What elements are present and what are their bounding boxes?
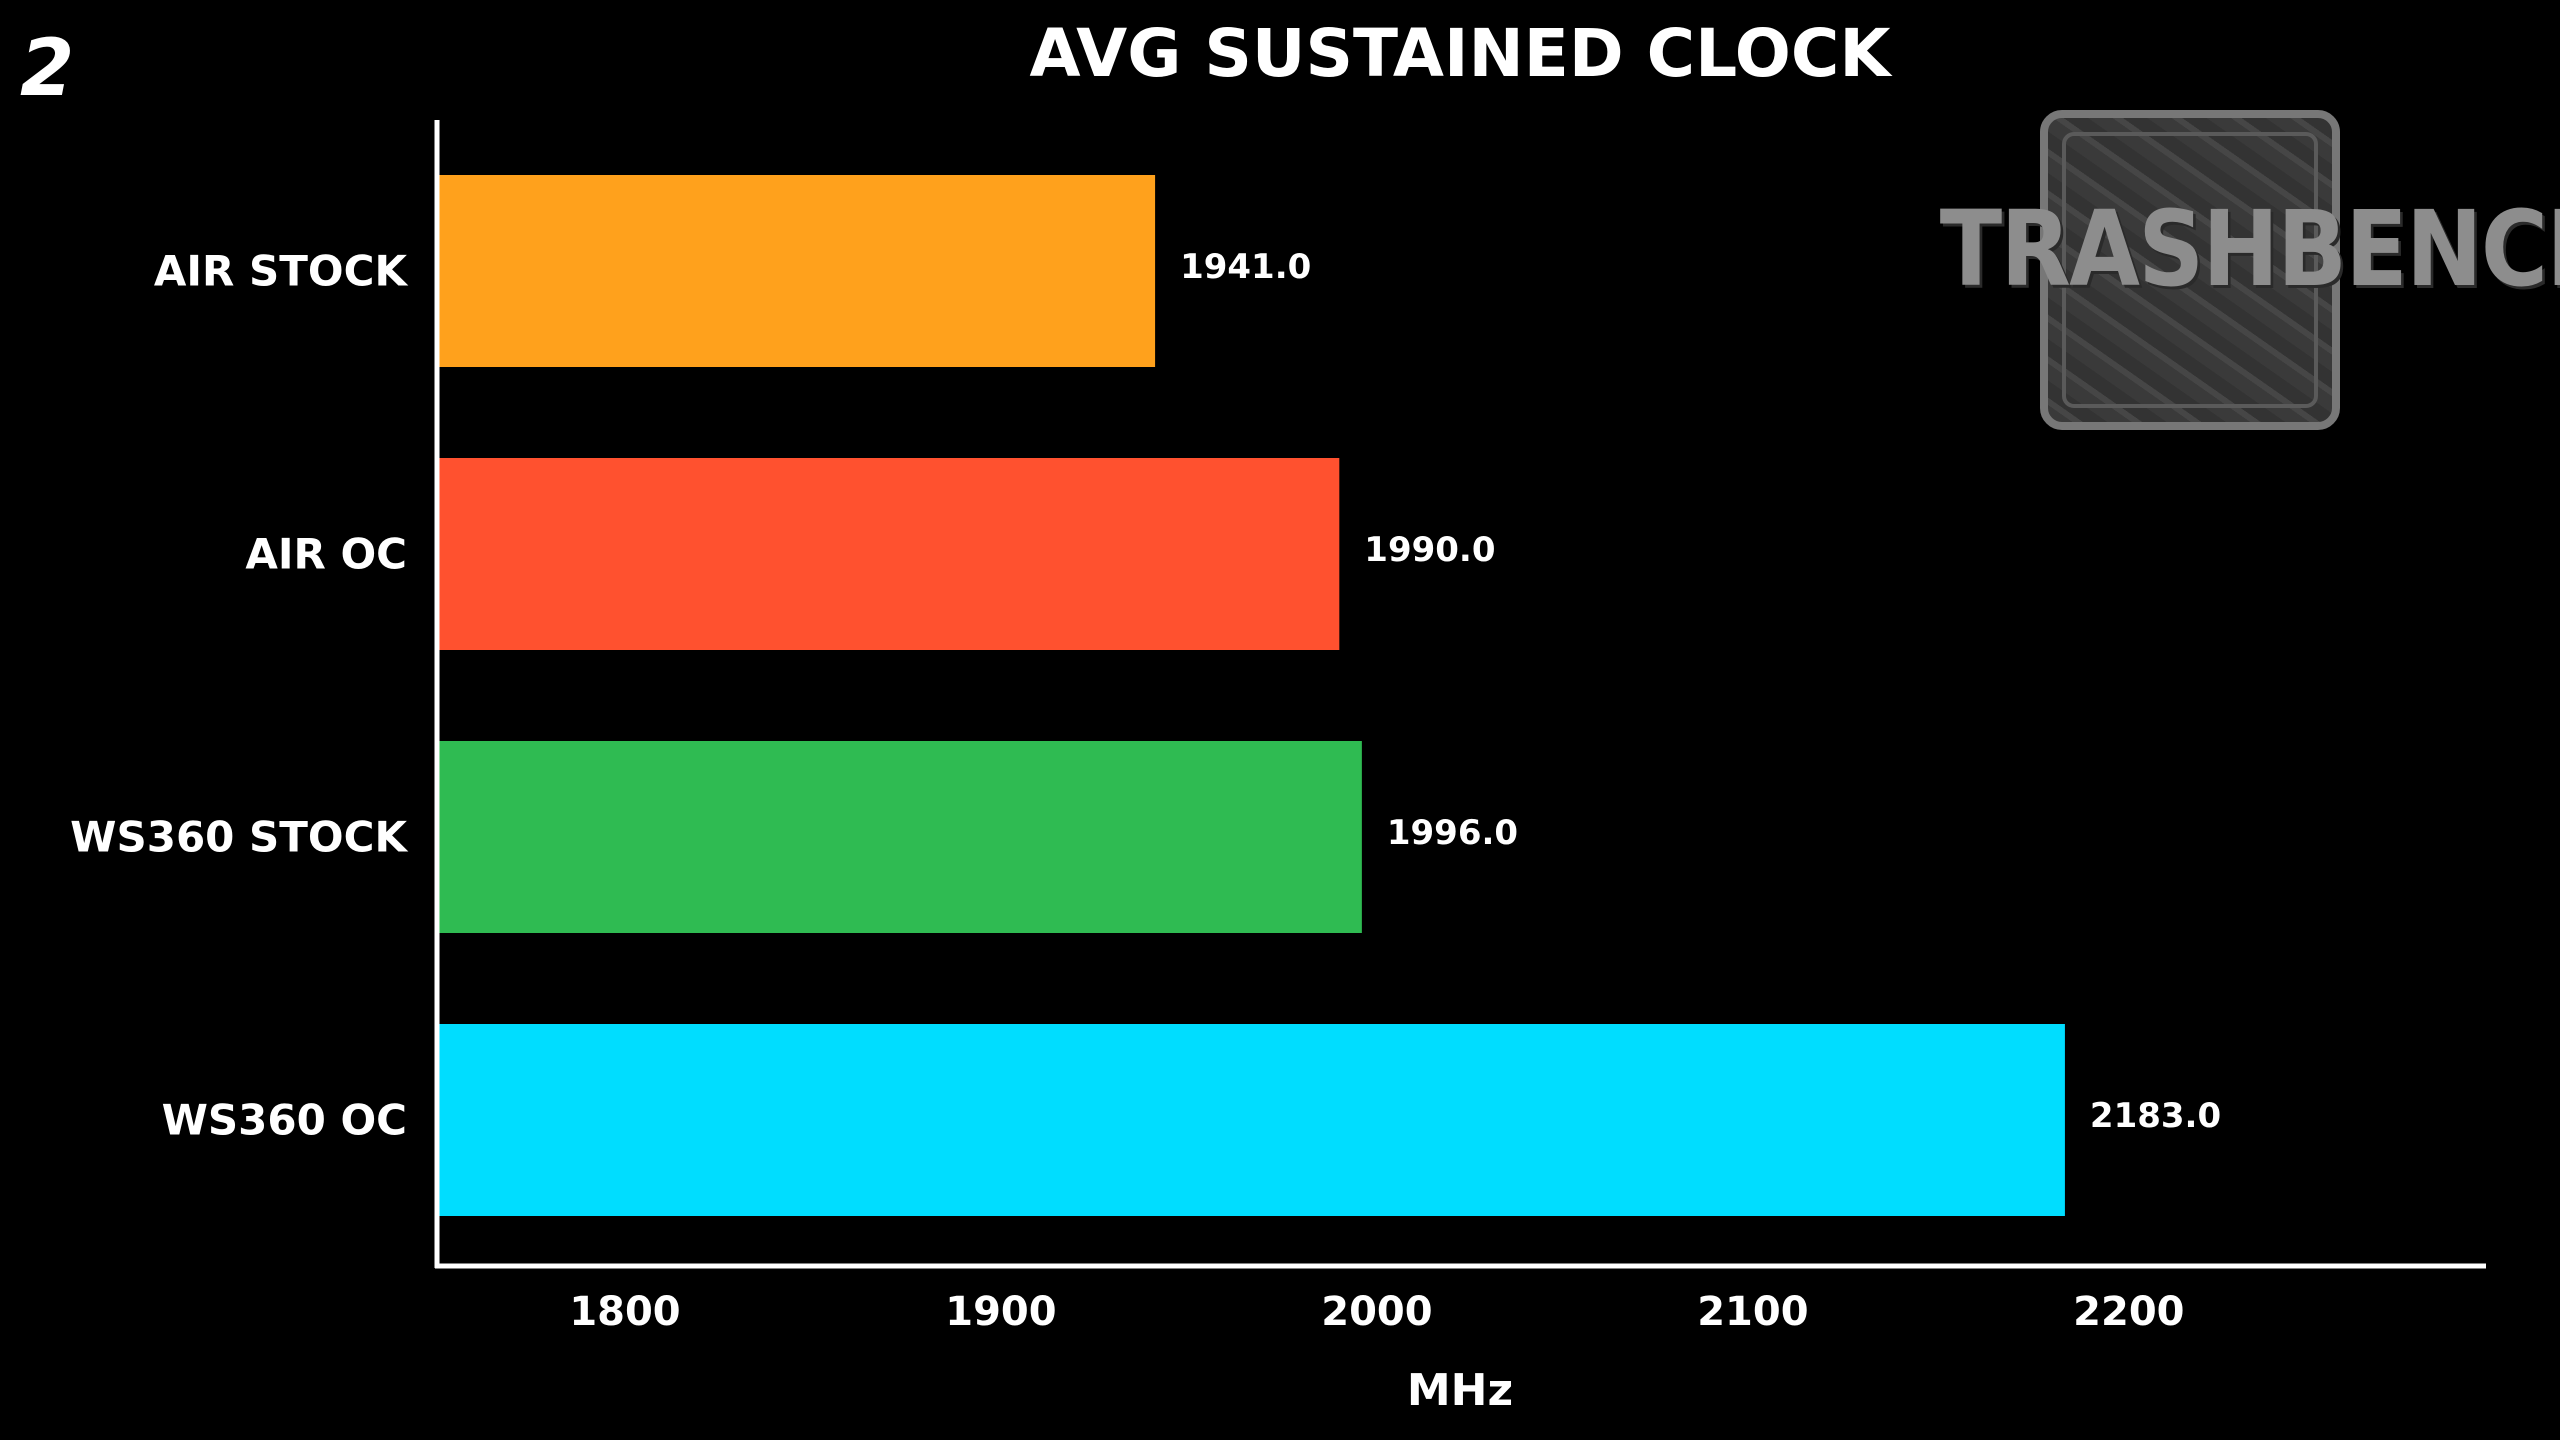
logo-badge xyxy=(2040,110,2340,430)
x-tick-1800: 1800 xyxy=(569,1289,680,1335)
category-labels: AIR STOCK AIR OC WS360 STOCK WS360 OC xyxy=(70,247,408,1145)
data-labels: 1941.0 1990.0 1996.0 2183.0 xyxy=(1180,247,2221,1136)
category-label-air-oc: AIR OC xyxy=(245,530,407,579)
x-tick-2100: 2100 xyxy=(1697,1289,1808,1335)
bar-ws360-stock xyxy=(439,741,1362,933)
category-label-ws360-stock: WS360 STOCK xyxy=(70,813,408,862)
x-tick-1900: 1900 xyxy=(945,1289,1056,1335)
data-label-air-oc: 1990.0 xyxy=(1364,530,1495,570)
page-number: 2 xyxy=(20,24,75,114)
trashbench-logo: TRASHBENCH xyxy=(1905,85,2560,445)
data-label-ws360-oc: 2183.0 xyxy=(2090,1096,2221,1136)
bars-group xyxy=(439,175,2065,1216)
category-label-ws360-oc: WS360 OC xyxy=(162,1096,407,1145)
data-label-air-stock: 1941.0 xyxy=(1180,247,1311,287)
category-label-air-stock: AIR STOCK xyxy=(154,247,409,296)
bar-air-stock xyxy=(439,175,1156,367)
data-label-ws360-stock: 1996.0 xyxy=(1387,813,1518,853)
chart-title: AVG SUSTAINED CLOCK xyxy=(1030,15,1894,92)
logo-text: TRASHBENCH xyxy=(1939,188,2560,310)
bar-air-oc xyxy=(439,458,1340,650)
x-tick-2000: 2000 xyxy=(1321,1289,1432,1335)
bar-ws360-oc xyxy=(439,1024,2065,1216)
x-axis-label: MHz xyxy=(1407,1365,1513,1416)
x-tick-labels: 1800 1900 2000 2100 2200 xyxy=(569,1289,2184,1335)
x-tick-2200: 2200 xyxy=(2073,1289,2184,1335)
